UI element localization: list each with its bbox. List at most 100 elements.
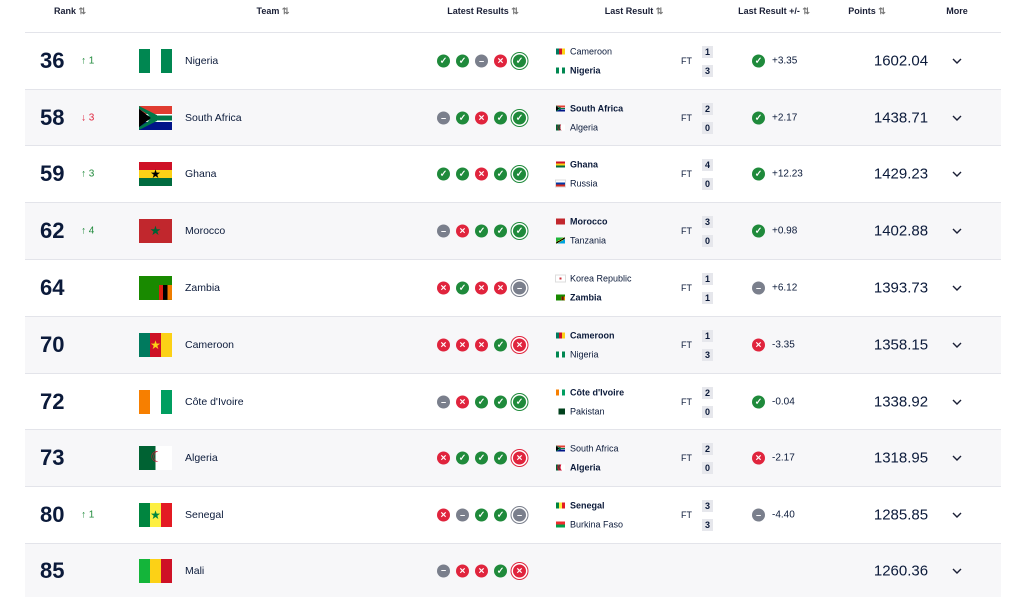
team-name: Senegal [185, 509, 224, 521]
result-icon [752, 338, 765, 352]
away-team: Nigeria [570, 65, 601, 76]
column-header[interactable]: Team [257, 6, 290, 17]
points: 1318.95 [873, 449, 929, 467]
away-score: 0 [702, 462, 713, 474]
team-name: Zambia [185, 282, 221, 294]
expand-button[interactable] [952, 58, 962, 64]
latest-results [437, 451, 526, 465]
match-status: FT [681, 510, 692, 520]
points: 1438.71 [873, 109, 929, 127]
points-diff: -4.40 [772, 509, 795, 521]
match-status: FT [681, 283, 692, 293]
flag [139, 333, 172, 357]
latest-results [437, 564, 526, 577]
rank-change: 3 [81, 169, 95, 180]
home-score: 3 [702, 216, 713, 228]
column-header[interactable]: Latest Results [447, 6, 519, 17]
latest-results [437, 167, 526, 181]
expand-button[interactable] [952, 399, 962, 405]
expand-button[interactable] [952, 115, 962, 121]
team-name: Cameroon [185, 339, 235, 351]
team-name: Côte d'Ivoire [185, 396, 244, 408]
home-team: Korea Republic [570, 273, 632, 284]
points-diff: +12.23 [772, 168, 803, 180]
expand-button[interactable] [952, 512, 962, 518]
match-status: FT [681, 169, 692, 179]
result-icon [752, 451, 765, 465]
points: 1285.85 [873, 506, 929, 524]
away-team: Zambia [570, 292, 602, 303]
rank: 36 [40, 48, 65, 73]
flag [139, 106, 172, 130]
table-row: 59 3 Ghana Ghana Russia FT 4 0 +12.23 1429… [25, 145, 1001, 202]
home-team: Senegal [570, 500, 605, 511]
expand-button[interactable] [952, 285, 962, 291]
home-score: 2 [702, 443, 713, 455]
column-header[interactable]: Rank [54, 6, 86, 17]
home-team: South Africa [570, 103, 624, 114]
flag [139, 390, 172, 414]
column-header[interactable]: Points [848, 6, 886, 17]
expand-button[interactable] [952, 455, 962, 461]
table-row: 36 1 Nigeria Cameroon Nigeria FT 1 3 +3.35… [25, 32, 1001, 89]
points: 1393.73 [873, 279, 929, 297]
table-row: 73 Algeria South Africa Algeria FT 2 0 -2.… [25, 429, 1001, 486]
rank: 64 [40, 275, 65, 300]
away-team: Algeria [570, 122, 599, 133]
table-row: 62 4 Morocco Morocco Tanzania FT 3 0 +0.98… [25, 202, 1001, 259]
team-name: Mali [185, 564, 205, 577]
latest-results [437, 111, 526, 125]
last-result: Cameroon Nigeria [556, 331, 615, 360]
result-icon [752, 224, 765, 238]
latest-results [437, 54, 526, 68]
team-name: Morocco [185, 225, 226, 237]
match-status: FT [681, 453, 692, 463]
points-diff: +6.12 [772, 282, 798, 294]
flag [139, 162, 172, 186]
result-icon [752, 281, 765, 295]
points-diff: +0.98 [772, 225, 798, 237]
rank: 62 [40, 218, 65, 243]
flag [139, 49, 172, 73]
latest-results [437, 338, 526, 352]
result-icon [752, 167, 765, 181]
home-team: Ghana [570, 159, 599, 170]
away-score: 3 [702, 349, 713, 361]
expand-button[interactable] [952, 568, 962, 574]
away-team: Nigeria [570, 349, 599, 360]
home-team: Côte d'Ivoire [570, 387, 625, 398]
expand-button[interactable] [952, 171, 962, 177]
column-header[interactable]: Last Result [605, 6, 664, 17]
points: 1402.88 [873, 222, 929, 240]
away-score: 3 [702, 519, 713, 531]
points: 1429.23 [873, 165, 929, 183]
latest-results [437, 395, 526, 409]
home-score: 2 [702, 103, 713, 115]
points-diff: +3.35 [772, 55, 798, 67]
team-name: Nigeria [185, 55, 219, 67]
table-row: 85 Mali 1260.36 [25, 543, 1001, 597]
rank-change: 4 [81, 226, 95, 237]
rank-change: 1 [81, 56, 95, 67]
points-diff: -3.35 [772, 339, 795, 351]
away-score: 1 [702, 292, 713, 304]
points: 1358.15 [873, 336, 929, 354]
home-score: 1 [702, 46, 713, 58]
flag [139, 446, 172, 470]
expand-button[interactable] [952, 228, 962, 234]
match-status: FT [681, 226, 692, 236]
expand-button[interactable] [952, 342, 962, 348]
home-score: 4 [702, 159, 713, 171]
team-name: Ghana [185, 168, 217, 180]
points: 1260.36 [873, 562, 929, 579]
flag [139, 276, 172, 300]
match-status: FT [681, 56, 692, 66]
match-status: FT [681, 340, 692, 350]
rank: 80 [40, 502, 65, 527]
away-team: Tanzania [570, 235, 607, 246]
home-team: Cameroon [570, 46, 613, 57]
column-header[interactable]: Last Result +/- [738, 6, 810, 17]
rank-change: 3 [81, 113, 95, 124]
home-team: Cameroon [570, 330, 615, 341]
